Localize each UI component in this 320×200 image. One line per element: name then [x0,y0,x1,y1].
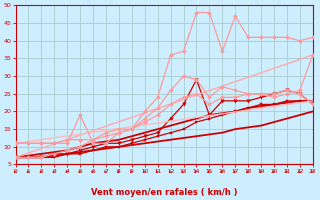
X-axis label: Vent moyen/en rafales ( km/h ): Vent moyen/en rafales ( km/h ) [91,188,237,197]
